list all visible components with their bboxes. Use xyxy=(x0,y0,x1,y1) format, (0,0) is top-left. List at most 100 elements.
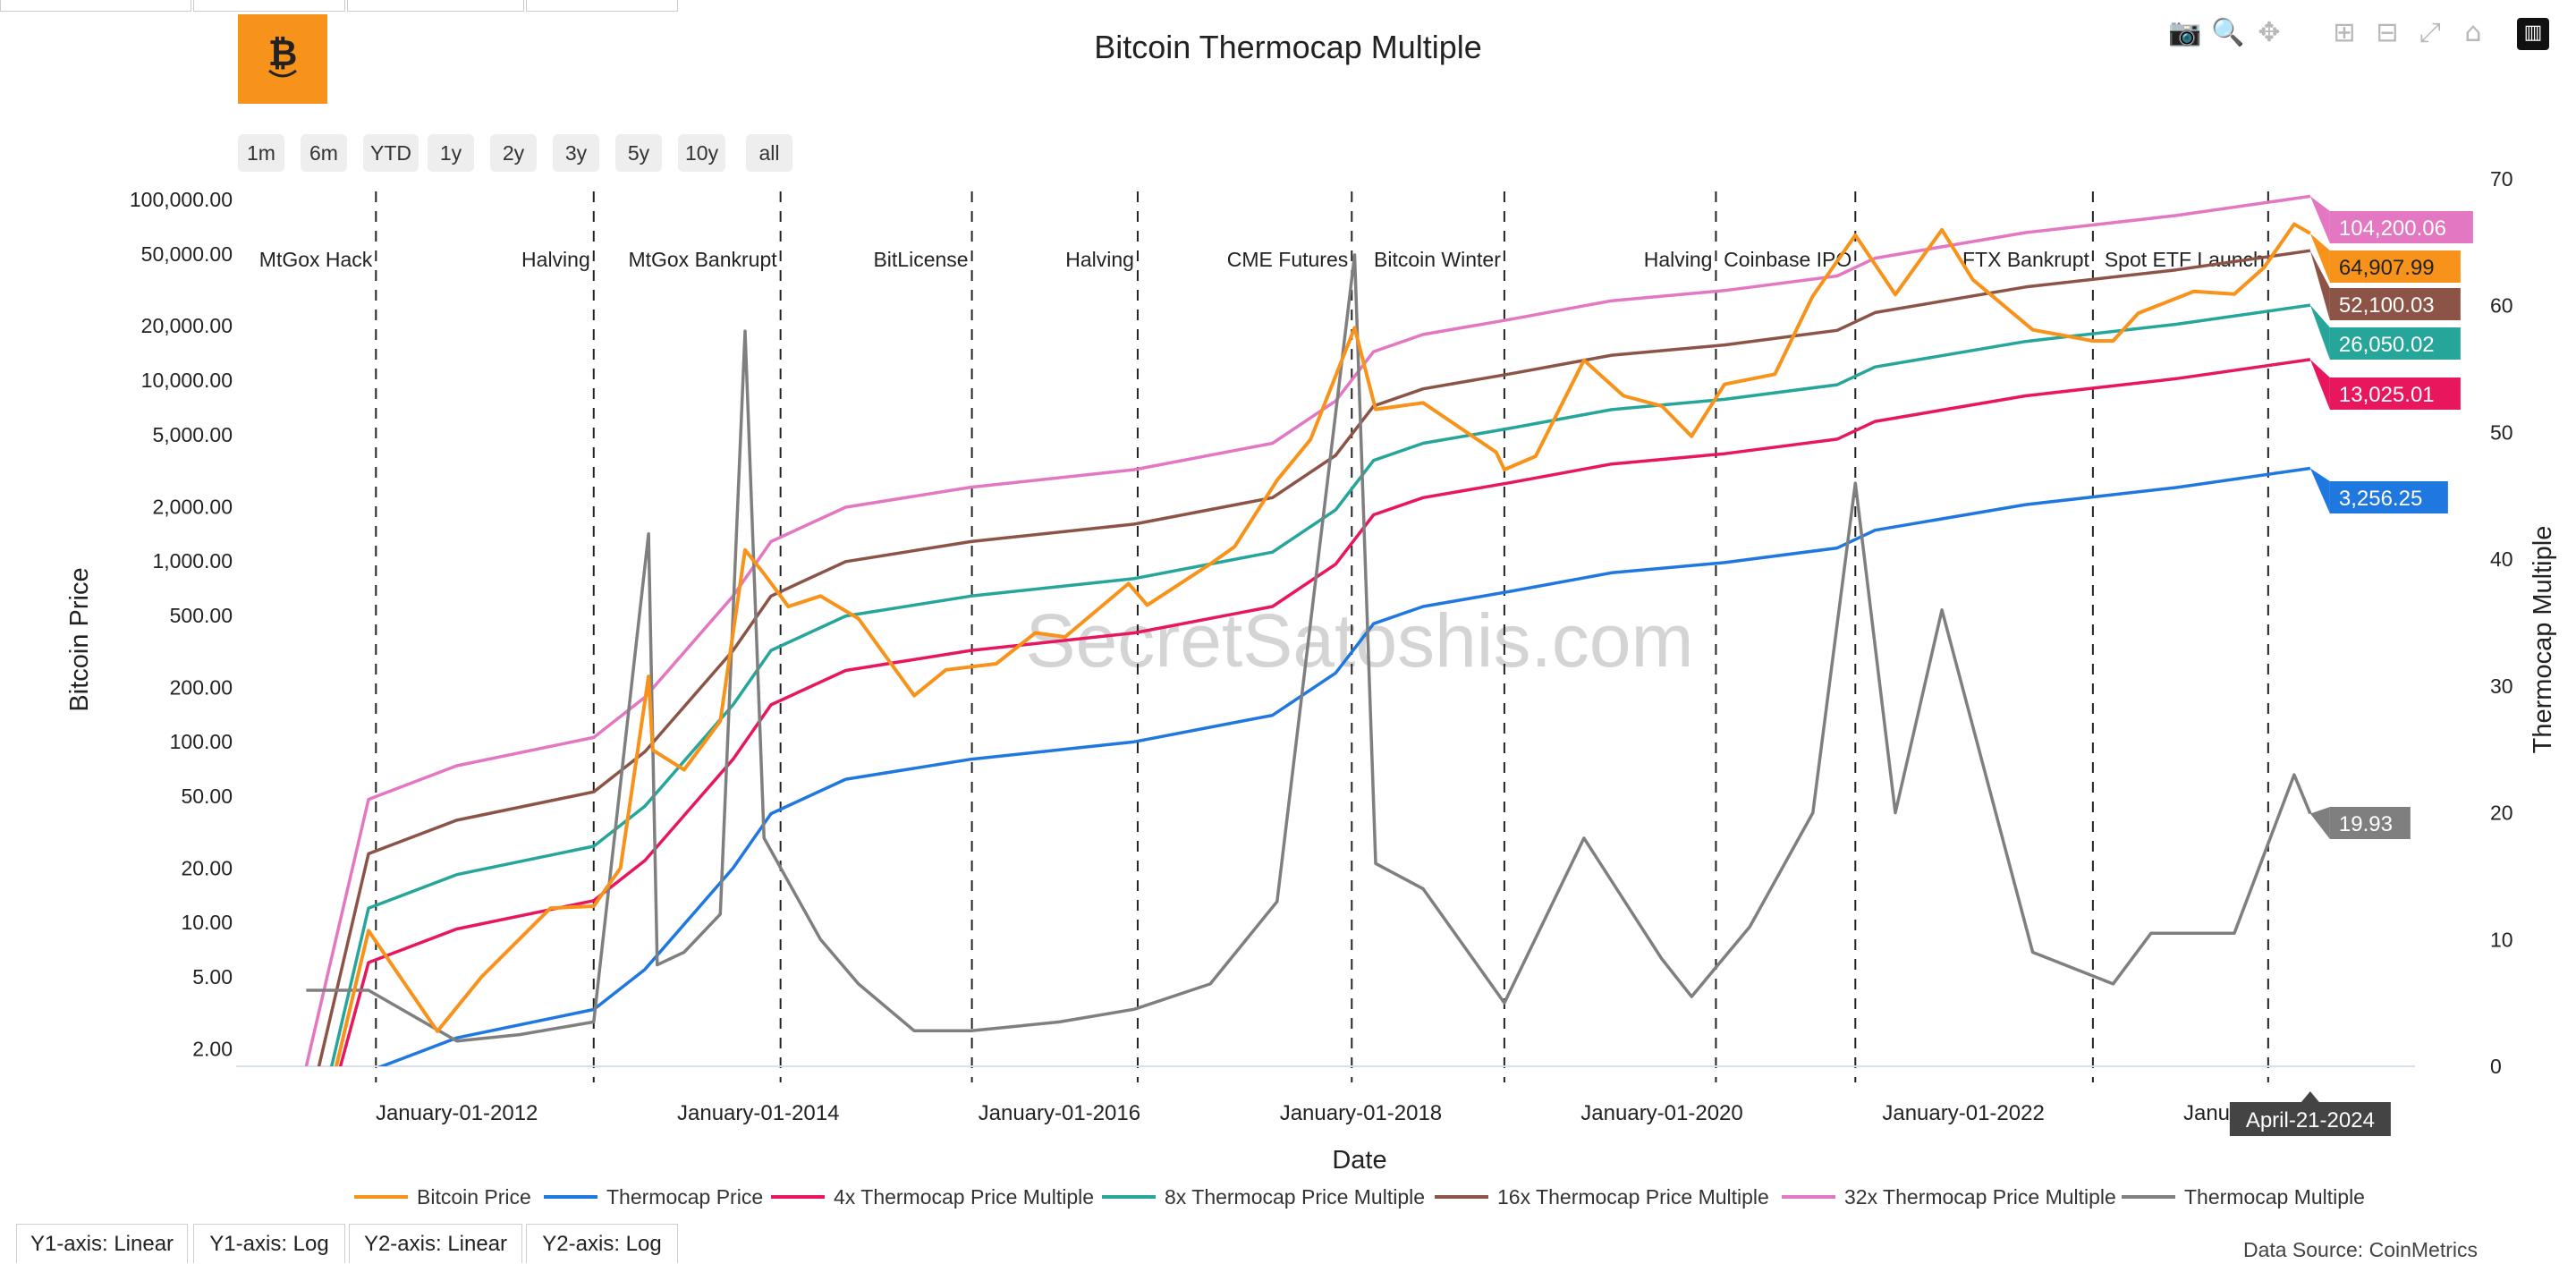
event-label: MtGox Bankrupt xyxy=(628,248,777,271)
y-tick-label: 20,000.00 xyxy=(141,314,233,337)
range-button-10y[interactable]: 10y xyxy=(678,134,726,172)
y-tick-label: 50.00 xyxy=(181,785,233,808)
reset-axes-icon[interactable]: ⌂ xyxy=(2464,17,2482,48)
y2-linear-button[interactable]: Y2-axis: Linear xyxy=(349,1224,522,1263)
bitcoin-logo: ₿ xyxy=(238,14,327,104)
end-label-text: 52,100.03 xyxy=(2339,293,2435,318)
y2-tick-label: 50 xyxy=(2490,420,2513,444)
legend-label: 32x Thermocap Price Multiple xyxy=(1844,1184,2116,1209)
range-button-1y[interactable]: 1y xyxy=(428,134,474,172)
legend-item-8x[interactable]: 8x Thermocap Price Multiple xyxy=(1102,1181,1425,1213)
series-line[interactable] xyxy=(306,303,2311,1175)
range-button-6m[interactable]: 6m xyxy=(301,134,347,172)
event-label: BitLicense xyxy=(873,248,968,271)
end-label-pointer xyxy=(2309,233,2330,283)
legend-item-4x[interactable]: 4x Thermocap Price Multiple xyxy=(771,1181,1094,1213)
event-label: Halving xyxy=(521,248,590,271)
y-tick-label: 2.00 xyxy=(192,1037,233,1060)
end-label-text: 3,256.25 xyxy=(2339,487,2422,511)
y-tick-label: 1,000.00 xyxy=(152,549,233,573)
chart-title: Bitcoin Thermocap Multiple xyxy=(1094,29,1482,65)
series-line[interactable] xyxy=(304,194,2311,1066)
legend-label: 4x Thermocap Price Multiple xyxy=(834,1184,1095,1209)
zoom-icon[interactable]: 🔍 xyxy=(2211,17,2245,48)
legend-item-thermocap-multiple[interactable]: Thermocap Multiple xyxy=(2122,1181,2365,1213)
end-label-box xyxy=(2329,378,2461,410)
end-label-box xyxy=(2329,481,2448,513)
y-tick-label: 5,000.00 xyxy=(152,423,233,446)
y-tick-label: 10,000.00 xyxy=(141,369,233,392)
end-label-text: 19.93 xyxy=(2339,812,2393,836)
series-line[interactable] xyxy=(306,249,2311,1121)
end-label-box xyxy=(2329,288,2461,320)
top-tab[interactable] xyxy=(526,0,678,12)
y2-tick-label: 10 xyxy=(2490,928,2513,951)
top-tab[interactable] xyxy=(0,0,191,12)
y1-log-button[interactable]: Y1-axis: Log xyxy=(193,1224,345,1263)
y1-linear-button[interactable]: Y1-axis: Linear xyxy=(16,1224,188,1263)
legend-swatch xyxy=(2122,1195,2175,1199)
end-label-pointer xyxy=(2309,196,2330,243)
range-button-2y[interactable]: 2y xyxy=(490,134,537,172)
y-tick-label: 100,000.00 xyxy=(130,188,233,211)
end-label-box xyxy=(2329,211,2473,243)
range-button-3y[interactable]: 3y xyxy=(553,134,599,172)
plotly-logo-icon[interactable]: ▥ xyxy=(2517,18,2549,50)
event-label: FTX Bankrupt xyxy=(1962,248,2089,271)
range-button-1m[interactable]: 1m xyxy=(238,134,284,172)
end-label-pointer xyxy=(2309,359,2330,410)
legend-swatch xyxy=(1102,1195,1156,1199)
range-button-ytd[interactable]: YTD xyxy=(363,134,419,172)
legend: Bitcoin Price Thermocap Price 4x Thermoc… xyxy=(0,1181,2576,1213)
pan-icon[interactable]: ✥ xyxy=(2258,17,2281,48)
svg-text:₿: ₿ xyxy=(268,34,298,73)
series-line[interactable] xyxy=(306,253,2312,1043)
x-tick-label: January-01-2016 xyxy=(979,1101,1140,1125)
y-tick-label: 5.00 xyxy=(192,965,233,988)
y-tick-label: 20.00 xyxy=(181,856,233,879)
hover-date-label: April-21-2024 xyxy=(2246,1108,2375,1133)
legend-swatch xyxy=(354,1195,408,1199)
legend-label: Bitcoin Price xyxy=(417,1184,531,1209)
legend-item-32x[interactable]: 32x Thermocap Price Multiple xyxy=(1782,1181,2116,1213)
y-tick-label: 10.00 xyxy=(181,911,233,934)
series-line[interactable] xyxy=(306,222,2311,1181)
y2-tick-label: 0 xyxy=(2490,1055,2502,1078)
y2-tick-label: 30 xyxy=(2490,674,2513,698)
y2-log-button[interactable]: Y2-axis: Log xyxy=(526,1224,678,1263)
legend-label: 16x Thermocap Price Multiple xyxy=(1497,1184,1769,1209)
y2-axis-title: Thermocap Multiple xyxy=(2529,526,2557,754)
y-tick-label: 50,000.00 xyxy=(141,242,233,266)
end-label-pointer xyxy=(2309,250,2330,320)
x-axis-title: Date xyxy=(1332,1146,1386,1175)
event-label: CME Futures xyxy=(1227,248,1348,271)
zoom-out-icon[interactable]: ⊟ xyxy=(2376,17,2399,48)
legend-label: Thermocap Price xyxy=(606,1184,764,1209)
event-label: Halving xyxy=(1065,248,1134,271)
legend-item-16x[interactable]: 16x Thermocap Price Multiple xyxy=(1435,1181,1769,1213)
y-tick-label: 100.00 xyxy=(170,730,233,753)
end-label-text: 13,025.01 xyxy=(2339,383,2435,407)
range-button-5y[interactable]: 5y xyxy=(615,134,662,172)
event-label: MtGox Hack xyxy=(259,248,373,271)
x-tick-label: January-01-2014 xyxy=(677,1101,839,1125)
top-tab[interactable] xyxy=(193,0,345,12)
event-lines: MtGox Hack Halving MtGox Bankrupt BitLicens… xyxy=(259,191,2269,1082)
legend-swatch xyxy=(1782,1195,1835,1199)
end-label-text: 104,200.06 xyxy=(2339,216,2446,241)
x-tick-label: January-01-2022 xyxy=(1882,1101,2044,1125)
event-label: Bitcoin Winter xyxy=(1374,248,1501,271)
y-tick-label: 500.00 xyxy=(170,604,233,627)
autoscale-icon[interactable]: ⤢ xyxy=(2419,17,2441,48)
series-line[interactable] xyxy=(306,358,2311,1181)
top-tab[interactable] xyxy=(347,0,524,12)
camera-icon[interactable]: 📷 xyxy=(2168,17,2202,48)
legend-item-thermocap-price[interactable]: Thermocap Price xyxy=(544,1181,763,1213)
legend-item-bitcoin-price[interactable]: Bitcoin Price xyxy=(354,1181,531,1213)
zoom-in-icon[interactable]: ⊞ xyxy=(2333,17,2356,48)
chart-plot[interactable]: SecretSatoshis.com MtGox Hack Halving MtGo… xyxy=(0,0,2576,1181)
x-tick-label: January-01-2020 xyxy=(1580,1101,1742,1125)
y2-tick-label: 60 xyxy=(2490,294,2513,318)
series-line[interactable] xyxy=(306,466,2311,1182)
range-button-all[interactable]: all xyxy=(746,134,792,172)
